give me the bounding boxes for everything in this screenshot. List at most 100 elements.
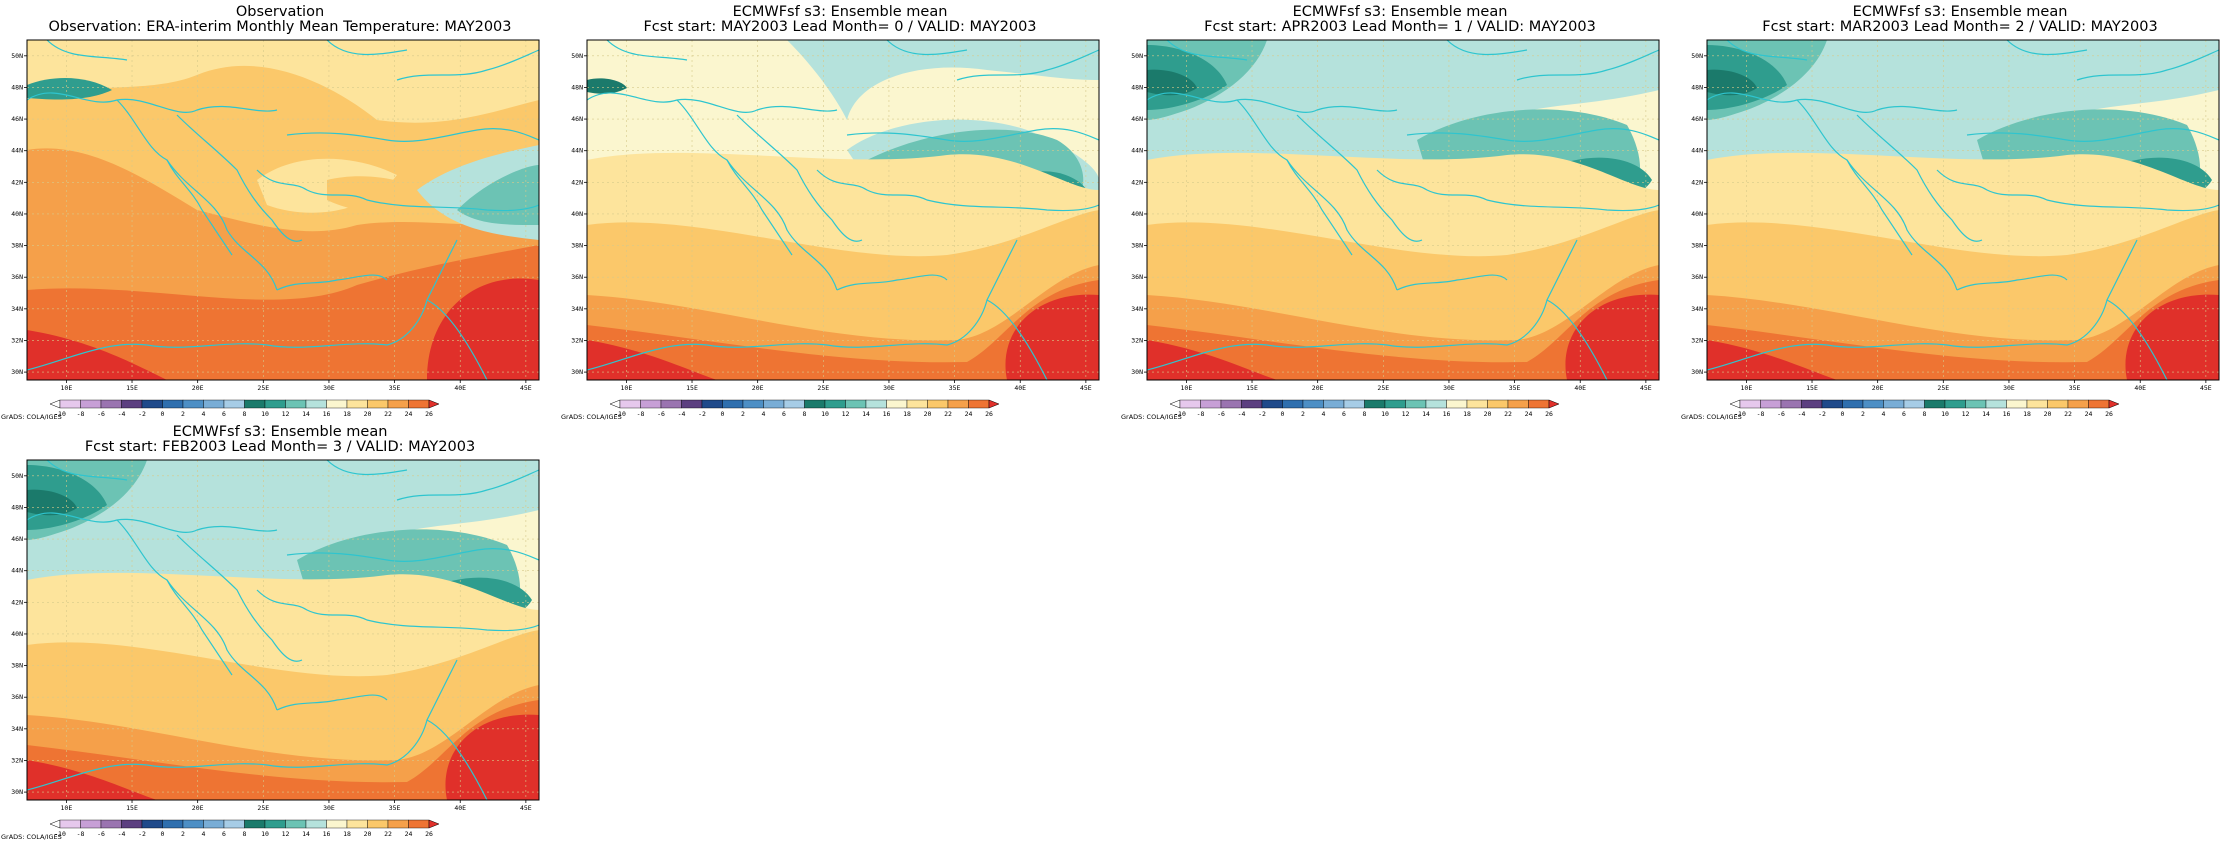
colorbar-swatch <box>2088 399 2110 409</box>
colorbar-swatch <box>783 399 805 409</box>
lat-label: 48N <box>11 83 23 91</box>
colorbar-label: 8 <box>243 410 247 418</box>
colorbar-swatch <box>947 399 969 409</box>
coastline <box>2076 49 2219 81</box>
colorbar-swatch <box>1507 399 1529 409</box>
colorbar-label: -10 <box>54 410 66 418</box>
colorbar-label: 2 <box>741 410 745 418</box>
colorbar-swatch <box>865 399 887 409</box>
lat-label: 36N <box>11 273 23 281</box>
colorbar-swatch <box>49 819 61 829</box>
colorbar-label: 10 <box>261 830 269 838</box>
coastline <box>1956 274 2068 291</box>
lon-label: 25E <box>257 384 269 392</box>
colorbar-swatch <box>408 819 430 829</box>
temperature-field <box>587 40 1099 380</box>
colorbar-swatch <box>1282 399 1304 409</box>
lon-label: 35E <box>389 384 401 392</box>
colorbar-swatch <box>1528 399 1550 409</box>
coastline <box>986 299 1048 380</box>
coastline <box>1846 159 1913 256</box>
coastline <box>1796 99 1958 291</box>
colorbar-label: 8 <box>1923 410 1927 418</box>
coastline <box>166 159 233 256</box>
colorbar-swatch <box>1405 399 1427 409</box>
colorbar-swatch <box>1343 399 1365 409</box>
colorbar-swatch <box>722 399 744 409</box>
coastline <box>1166 40 1528 61</box>
contour-band <box>1707 280 2219 380</box>
lon-label: 25E <box>1377 384 1389 392</box>
lat-label: 36N <box>1691 273 1703 281</box>
coastline <box>176 534 303 662</box>
colorbar-label: 14 <box>302 830 310 838</box>
colorbar-swatch <box>1729 399 1741 409</box>
panel-title: Observation <box>235 4 325 20</box>
colorbar-label: 26 <box>2105 410 2113 418</box>
coastline <box>1966 128 2219 142</box>
coastline <box>1406 128 1659 142</box>
colorbar-swatch <box>1425 399 1447 409</box>
colorbar-label: -6 <box>1777 410 1785 418</box>
colorbar-swatch <box>346 399 368 409</box>
lat-label: 46N <box>11 535 23 543</box>
lat-label: 48N <box>11 503 23 511</box>
lat-label: 46N <box>1691 115 1703 123</box>
colorbar-label: 10 <box>1941 410 1949 418</box>
colorbar-swatch <box>182 819 204 829</box>
colorbar-swatch <box>1220 399 1242 409</box>
colorbar-label: 20 <box>364 830 372 838</box>
colorbar-swatch <box>49 399 61 409</box>
lat-label: 32N <box>1131 336 1143 344</box>
colorbar-label: -4 <box>118 410 126 418</box>
coastline <box>276 274 388 291</box>
colorbar-label: -2 <box>138 830 146 838</box>
colorbar-swatch <box>1466 399 1488 409</box>
map-panel: ECMWFsf s3: Ensemble mean Fcst start: MAY… <box>560 0 1120 421</box>
lat-label: 40N <box>11 210 23 218</box>
colorbar-swatch <box>2108 399 2120 409</box>
colorbar-label: 12 <box>842 410 850 418</box>
map-panel: ECMWFsf s3: Ensemble mean Fcst start: MAR… <box>1680 0 2240 421</box>
lon-label: 40E <box>1574 384 1586 392</box>
colorbar-label: -6 <box>657 410 665 418</box>
colorbar-label: 2 <box>181 410 185 418</box>
coastline <box>1936 169 2219 212</box>
colorbar-swatch <box>141 819 163 829</box>
colorbar-label: -2 <box>1818 410 1826 418</box>
colorbar-label: 0 <box>1281 410 1285 418</box>
coastline <box>736 114 863 242</box>
lat-label: 42N <box>11 178 23 186</box>
lon-label: 15E <box>686 384 698 392</box>
coastline <box>46 40 408 61</box>
colorbar-swatch <box>609 399 621 409</box>
colorbar-swatch <box>264 399 286 409</box>
colorbar-swatch <box>1169 399 1181 409</box>
lon-label: 25E <box>257 804 269 812</box>
lat-label: 38N <box>1691 242 1703 250</box>
colorbar-swatch <box>387 399 409 409</box>
temperature-field <box>27 460 539 800</box>
colorbar-label: 12 <box>282 410 290 418</box>
colorbar-swatch <box>162 819 184 829</box>
contour-band <box>27 700 539 800</box>
colorbar-label: 26 <box>1545 410 1553 418</box>
colorbar-label: 14 <box>1422 410 1430 418</box>
colorbar-label: 2 <box>1861 410 1865 418</box>
colorbar-label: 20 <box>2044 410 2052 418</box>
contour-band <box>587 294 1099 380</box>
colorbar-label: 26 <box>425 830 433 838</box>
coastline <box>956 49 1099 81</box>
colorbar-swatch <box>1821 399 1843 409</box>
colorbar-label: -2 <box>138 410 146 418</box>
panel-title: ECMWFsf s3: Ensemble mean <box>1852 4 2068 20</box>
lat-label: 32N <box>11 336 23 344</box>
colorbar-label: 12 <box>1402 410 1410 418</box>
colorbar-label: 16 <box>883 410 891 418</box>
colorbar-swatch <box>244 399 266 409</box>
coastline <box>726 159 793 256</box>
coastline <box>286 548 539 562</box>
colorbar-swatch <box>804 399 826 409</box>
contour-band <box>587 78 627 94</box>
map-plot: 50N 48N 46N 44N 42N 40N 38N 36N 34N 32N 30N 10E 15E 2… <box>1131 39 1660 418</box>
